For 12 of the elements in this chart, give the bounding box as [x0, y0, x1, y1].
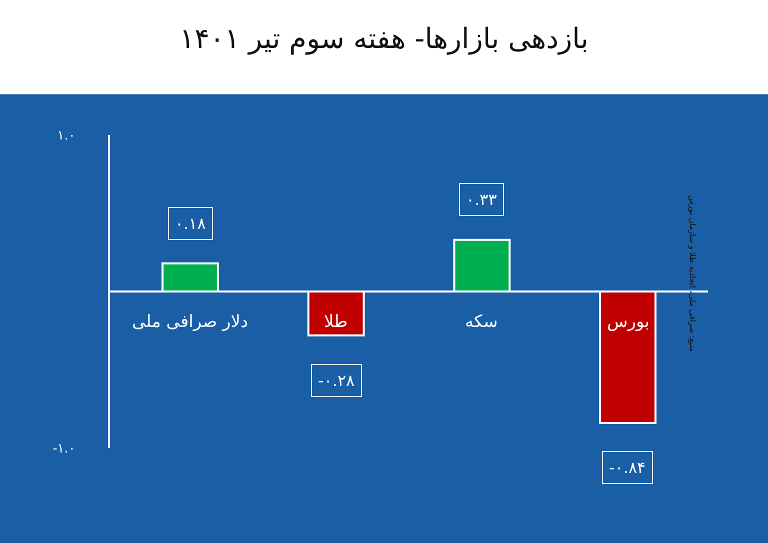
- chart-title: بازدهی بازارها- هفته سوم تیر ۱۴۰۱: [180, 22, 588, 55]
- data-label: ۰.۱۸: [175, 214, 206, 233]
- x-tick-label: دلار صرافی ملی: [132, 312, 248, 332]
- x-tick-label: طلا: [324, 312, 348, 332]
- annotation: منبع: صرافی ملی، اتحادیه طلا و سازمان بورس: [688, 195, 698, 352]
- data-label: -۰.۸۴: [609, 458, 646, 477]
- y-tick-label: ۱.۰: [57, 128, 76, 144]
- x-tick-label: بورس: [607, 312, 650, 332]
- data-label: -۰.۲۸: [318, 371, 356, 390]
- data-label: ۰.۳۳: [466, 190, 498, 209]
- y-tick-label: -۱.۰: [52, 442, 76, 457]
- x-tick-label: سکه: [465, 312, 498, 332]
